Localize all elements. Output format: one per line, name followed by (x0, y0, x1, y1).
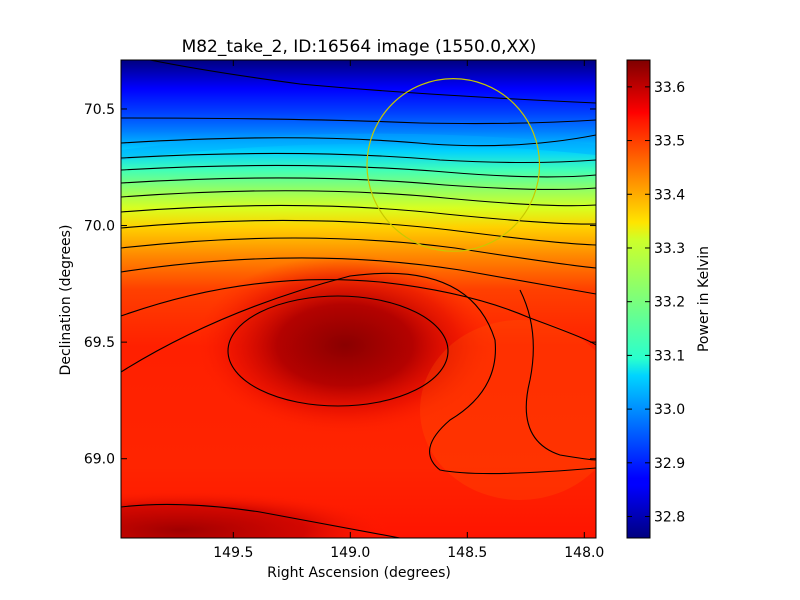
colorbar-tick-label: 33.1 (654, 348, 685, 364)
plot-frame (120, 59, 597, 539)
x-tick-label: 148.5 (447, 545, 487, 561)
x-tick-label: 149.0 (330, 545, 370, 561)
contour-line (121, 117, 596, 125)
contour-line (121, 164, 596, 178)
colorbar-scale (626, 59, 651, 539)
colorbar-tick-label: 33.4 (654, 187, 685, 203)
x-axis-ticks: 149.5 149.0 148.5 148.0 (213, 60, 604, 561)
colorbar-tick-label: 33.0 (654, 402, 685, 418)
contour-line (121, 190, 596, 207)
colorbar-label: Power in Kelvin (696, 246, 712, 352)
contour-line (121, 177, 596, 190)
beam-circle (366, 78, 541, 252)
y-tick-label: 69.5 (84, 335, 115, 351)
y-tick-label: 69.0 (84, 452, 115, 468)
colorbar-tick-label: 33.6 (654, 80, 685, 96)
y-tick-label: 70.5 (84, 102, 115, 118)
contour-line (149, 60, 596, 104)
contour-lines (121, 60, 596, 538)
contour-line (121, 237, 596, 269)
contour-line (121, 152, 596, 164)
contour-line (121, 204, 596, 225)
x-axis-label: Right Ascension (degrees) (267, 565, 451, 581)
contour-line (227, 295, 449, 407)
contour-line (121, 257, 596, 295)
contour-line (121, 272, 596, 475)
colorbar-tick-label: 33.2 (654, 295, 685, 311)
colorbar: 32.8 32.9 33.0 33.1 33.2 33.3 33.4 33.5 33.6 Pow… (626, 59, 712, 539)
y-axis-label: Declination (degrees) (58, 225, 74, 376)
contour-line (121, 279, 596, 346)
contour-line (121, 219, 596, 246)
contour-line (121, 134, 596, 147)
colorbar-tick-label: 32.8 (654, 510, 685, 526)
chart-title: M82_take_2, ID:16564 image (1550.0,XX) (182, 37, 537, 57)
colorbar-tick-label: 32.9 (654, 456, 685, 472)
contour-line (121, 503, 401, 538)
colorbar-ticks: 32.8 32.9 33.0 33.1 33.2 33.3 33.4 33.5 33.6 (627, 80, 685, 526)
x-tick-label: 149.5 (213, 545, 253, 561)
x-tick-label: 148.0 (564, 545, 604, 561)
y-axis-ticks: 69.0 69.5 70.0 70.5 (84, 102, 596, 468)
y-tick-label: 70.0 (84, 219, 115, 235)
contour-line (519, 289, 596, 461)
colorbar-tick-label: 33.3 (654, 241, 685, 257)
colorbar-tick-label: 33.5 (654, 134, 685, 150)
heatmap-image (121, 60, 596, 538)
